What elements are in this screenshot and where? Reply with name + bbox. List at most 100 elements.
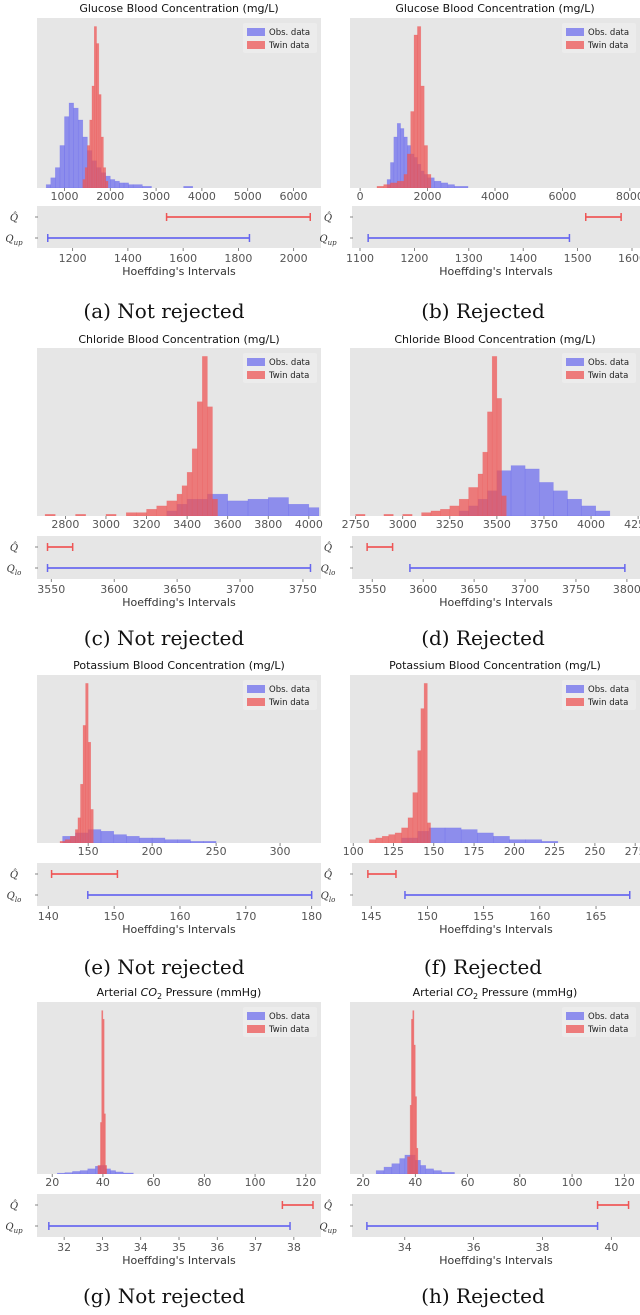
x-tick-label: 3800 <box>254 518 282 531</box>
legend: Obs. data Twin data <box>562 353 636 383</box>
interval-background <box>37 206 321 248</box>
twin-bar <box>186 472 193 516</box>
interval-x-tick-label: 140 <box>38 910 59 923</box>
twin-bar <box>90 809 94 843</box>
obs-bar <box>567 498 582 516</box>
obs-bar <box>122 1172 134 1174</box>
chart-title: Glucose Blood Concentration (mg/L) <box>79 2 278 15</box>
obs-bar <box>142 186 152 188</box>
obs-bar <box>268 497 289 516</box>
obs-bar <box>428 827 446 843</box>
interval-background <box>352 536 640 579</box>
twin-bar <box>427 174 432 188</box>
twin-bar <box>421 512 432 516</box>
chart-title: Chloride Blood Concentration (mg/L) <box>78 333 279 346</box>
obs-bar <box>64 116 70 188</box>
twin-bar <box>449 505 460 516</box>
chart-title: Potassium Blood Concentration (mg/L) <box>389 659 601 672</box>
interval-xlabel: Hoeffding's Intervals <box>439 923 553 936</box>
histogram-bars <box>45 26 193 188</box>
obs-bar <box>50 177 56 188</box>
legend-label-twin: Twin data <box>268 371 309 381</box>
twin-bar <box>96 43 100 188</box>
interval-row-label: Qup <box>319 1222 337 1235</box>
twin-bar <box>91 85 95 188</box>
legend-label-twin: Twin data <box>268 698 309 708</box>
x-tick-label: 100 <box>245 1176 266 1189</box>
interval-x-tick-label: 1100 <box>346 252 374 265</box>
legend-swatch-obs <box>566 28 584 36</box>
x-tick-label: 2000 <box>414 190 442 203</box>
legend-label-obs: Obs. data <box>588 28 629 38</box>
twin-bar <box>491 356 498 516</box>
interval-x-tick-label: 180 <box>301 910 322 923</box>
interval-row-label: Q̂ <box>324 212 332 224</box>
panel-f: Potassium Blood Concentration (mg/L) 100 1… <box>321 659 640 979</box>
interval-row-label: Q̂ <box>10 212 18 224</box>
twin-bar <box>82 179 86 188</box>
interval-x-tick-label: 3600 <box>409 583 437 596</box>
interval-x-tick-label: 3750 <box>289 583 317 596</box>
obs-bar <box>393 136 398 188</box>
interval-x-tick-label: 145 <box>361 910 382 923</box>
obs-bar <box>113 834 127 843</box>
interval-x-tick-label: 3800 <box>613 583 640 596</box>
twin-bar <box>420 708 425 843</box>
twin-bar <box>402 514 413 516</box>
twin-bar <box>212 498 218 516</box>
interval-background <box>352 863 640 906</box>
panel-caption: (f) Rejected <box>424 955 542 979</box>
x-tick-label: 3200 <box>133 518 161 531</box>
legend-label-obs: Obs. data <box>269 28 310 38</box>
twin-bar <box>487 411 493 516</box>
twin-bar <box>482 451 488 516</box>
twin-bar <box>97 1165 101 1174</box>
twin-bar <box>415 1096 417 1174</box>
x-tick-label: 120 <box>295 1176 316 1189</box>
interval-x-tick-label: 165 <box>586 910 607 923</box>
chart-title: Potassium Blood Concentration (mg/L) <box>73 659 285 672</box>
interval-x-tick-label: 160 <box>169 910 190 923</box>
x-tick-label: 40 <box>408 1176 422 1189</box>
obs-bar <box>454 186 469 188</box>
x-tick-label: 20 <box>356 1176 370 1189</box>
obs-bar <box>400 128 405 188</box>
obs-bar <box>383 1166 393 1174</box>
interval-x-tick-label: 3700 <box>511 583 539 596</box>
legend-label-obs: Obs. data <box>588 1012 629 1022</box>
interval-background <box>37 863 321 906</box>
obs-bar <box>110 1170 116 1174</box>
interval-x-tick-label: 1200 <box>59 252 87 265</box>
obs-bar <box>375 1170 385 1174</box>
x-tick-label: 80 <box>197 1176 211 1189</box>
legend-swatch-twin <box>566 698 584 706</box>
obs-bar <box>581 505 596 516</box>
interval-x-tick-label: 38 <box>535 1241 549 1254</box>
x-tick-label: 4000 <box>577 518 605 531</box>
twin-bar <box>369 839 377 843</box>
obs-bar <box>447 184 455 188</box>
x-tick-label: 120 <box>614 1176 635 1189</box>
panel-caption: (d) Rejected <box>421 626 545 650</box>
twin-bar <box>146 509 157 516</box>
legend-label-obs: Obs. data <box>588 685 629 695</box>
interval-x-tick-label: 1800 <box>224 252 252 265</box>
obs-bar <box>164 839 178 843</box>
twin-bar <box>82 725 86 843</box>
twin-bar <box>80 783 84 843</box>
obs-bar <box>190 841 204 843</box>
obs-bar <box>227 500 249 516</box>
panel-b: Glucose Blood Concentration (mg/L) 0 2000 4… <box>319 2 640 323</box>
legend-swatch-twin <box>247 371 265 379</box>
obs-bar <box>425 1168 434 1174</box>
twin-bar <box>458 498 469 516</box>
legend-swatch-twin <box>247 1025 265 1033</box>
obs-bar <box>440 182 449 188</box>
obs-bar <box>510 465 526 516</box>
interval-x-tick-label: 1200 <box>400 252 428 265</box>
histogram-bars <box>57 1010 134 1174</box>
twin-bar <box>207 406 213 516</box>
x-tick-label: 0 <box>357 190 364 203</box>
interval-background <box>352 206 640 248</box>
interval-x-tick-label: 37 <box>249 1241 263 1254</box>
